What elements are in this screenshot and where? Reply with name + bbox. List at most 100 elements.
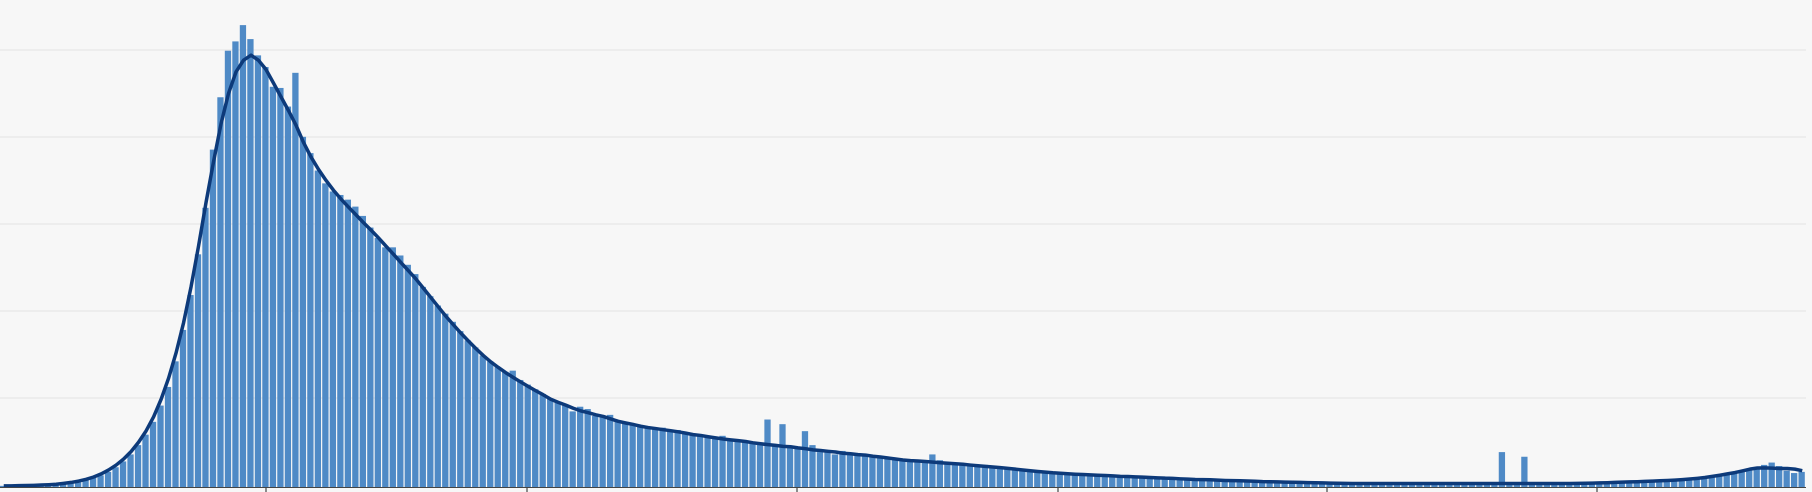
histogram-bar [299,136,307,487]
histogram-bar [494,367,501,487]
histogram-bar [929,454,936,487]
histogram-bar [1521,456,1528,487]
histogram-bar [884,457,891,487]
histogram-bar [1041,471,1048,487]
histogram-bar [1641,481,1648,487]
histogram-bar [194,254,202,487]
histogram-bar [74,482,82,487]
histogram-bar [584,409,591,487]
histogram-bar [816,452,824,487]
histogram-bar [1671,480,1678,487]
histogram-bar [382,247,389,487]
histogram-bar [1146,476,1153,487]
histogram-bar [82,480,89,487]
histogram-bar [1139,477,1146,487]
histogram-bar [367,227,374,487]
histogram-bar [1011,469,1018,487]
histogram-bar [681,432,689,487]
histogram-bar [419,286,426,487]
histogram-bar [1701,477,1708,487]
histogram-bar [187,295,194,487]
histogram-bar [1288,482,1296,487]
histogram-bar [427,296,434,487]
histogram-bar [1199,480,1206,487]
histogram-bar [764,419,771,487]
histogram-bar [554,402,561,487]
histogram-bar [1243,481,1251,487]
histogram-bar [224,50,232,487]
histogram-bar [352,206,359,487]
histogram-bar [1798,471,1805,487]
histogram-bar [1176,478,1183,487]
histogram-bar [1656,481,1663,487]
histogram-bar [599,417,606,487]
histogram-bar [337,194,344,488]
histogram-bar [1768,462,1775,487]
histogram-bar [801,431,809,487]
histogram-bar [1648,481,1655,487]
histogram-bar [487,361,494,487]
histogram-bar [621,423,629,487]
histogram-bar [344,199,351,487]
histogram-bar [202,207,209,487]
histogram-bar [704,436,711,487]
histogram-bar [1573,483,1580,487]
histogram-bar [1258,481,1266,487]
histogram-bar [1731,471,1738,487]
histogram-bar [914,461,921,487]
histogram-bar [996,467,1003,487]
histogram-bar [284,106,292,487]
histogram-bar [959,464,966,487]
histogram-bar [1094,475,1101,487]
histogram-bar [1746,469,1753,487]
histogram-bar [831,454,839,487]
histogram-bar [906,460,914,487]
histogram-bar [1633,481,1640,487]
histogram-bar [659,427,666,487]
histogram-bar [921,462,929,487]
histogram-bar [254,55,262,488]
histogram-bar [689,433,696,487]
histogram-bar [1761,464,1768,487]
histogram-bar [1498,452,1506,487]
histogram-bar [179,329,187,487]
histogram-bar [1708,476,1715,487]
histogram-bar [1086,474,1093,487]
histogram-bar [809,445,816,487]
histogram-bar [1618,482,1625,487]
histogram-bar [547,398,554,487]
histogram-bar [314,170,322,488]
histogram-bar [359,215,366,488]
histogram-bar [1678,480,1685,487]
histogram-bar [1333,483,1341,487]
histogram-bar [1026,470,1033,487]
histogram-bar [112,467,119,487]
histogram-bar [1079,474,1086,487]
histogram-bar [119,461,127,487]
histogram-bar [217,97,224,487]
histogram-bar [592,416,599,487]
histogram-bar [891,459,899,487]
x-axis [0,487,1806,492]
histogram-bar [936,460,944,487]
histogram-bar [1303,482,1311,487]
histogram-bar [524,384,531,487]
histogram-bar [726,439,734,487]
histogram-bar [307,153,314,487]
histogram-bar [1049,473,1056,487]
histogram-bar [756,442,764,487]
histogram-bar [1019,469,1026,487]
histogram-bar [696,435,704,487]
histogram-bar [651,427,659,487]
histogram-bar [509,370,516,487]
histogram-bar [134,445,142,487]
histogram-bar [1296,482,1303,487]
histogram-bar [749,441,756,487]
histogram-bars [0,25,1805,488]
histogram-bar [1004,468,1011,487]
histogram-bar [974,466,981,487]
histogram-bar [861,454,869,487]
histogram-bar [1716,475,1723,487]
histogram-bar [944,462,951,487]
histogram-bar [292,72,299,487]
